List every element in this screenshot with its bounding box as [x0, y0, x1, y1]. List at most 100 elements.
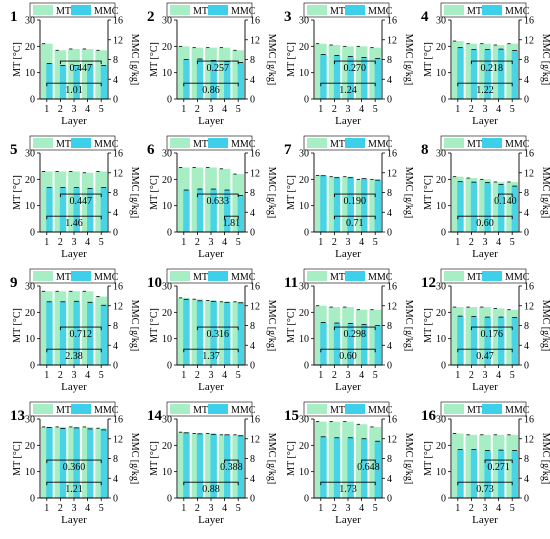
significance-bracket	[196, 193, 239, 198]
x-axis-title: Layer	[335, 514, 361, 526]
x-tick-label: 4	[359, 370, 364, 381]
bar-mmc	[210, 189, 217, 232]
right-axis-title: MMC [g/kg]	[129, 34, 140, 85]
significance-value: 0.60	[339, 351, 357, 362]
legend: MT MMC	[440, 135, 530, 151]
left-tick-label: 30	[436, 282, 446, 293]
x-tick-label: 1	[181, 237, 186, 248]
x-tick-label: 2	[195, 370, 200, 381]
right-axis-title: MMC [g/kg]	[540, 300, 550, 351]
x-tick-label: 4	[496, 370, 501, 381]
right-tick-label: 4	[524, 341, 529, 352]
bar-mmc	[361, 324, 368, 365]
panel-number: 10	[147, 275, 162, 291]
legend-label-mmc: MMC	[94, 272, 119, 283]
x-tick-label: 3	[72, 503, 77, 514]
left-axis-title: MT [°C]	[12, 308, 23, 343]
x-tick-label: 2	[332, 503, 337, 514]
bar-mmc	[484, 49, 491, 99]
legend-swatch-mt	[307, 138, 327, 148]
legend: MT MMC	[303, 268, 393, 284]
right-tick-label: 16	[524, 149, 534, 160]
x-tick-label: 5	[236, 104, 241, 115]
right-tick-label: 12	[387, 301, 397, 312]
left-axis-title: MT [°C]	[286, 441, 297, 476]
x-tick-label: 1	[44, 237, 49, 248]
bar-mmc	[237, 62, 245, 99]
x-tick-label: 5	[236, 237, 241, 248]
bar-mmc	[73, 427, 80, 498]
legend-swatch-mt	[170, 404, 190, 414]
x-tick-label: 5	[373, 370, 378, 381]
bar-mmc	[224, 302, 231, 365]
x-tick-label: 3	[346, 370, 351, 381]
significance-value: 0.271	[487, 462, 510, 473]
x-tick-label: 2	[195, 104, 200, 115]
right-tick-label: 16	[524, 16, 534, 27]
right-tick-label: 0	[387, 494, 392, 505]
x-tick-label: 1	[181, 104, 186, 115]
left-axis-title: MT [°C]	[286, 42, 297, 77]
bar-mmc	[196, 433, 204, 498]
x-tick-label: 1	[318, 370, 323, 381]
legend-label-mt: MT	[56, 139, 71, 150]
bar-mmc	[470, 316, 478, 365]
x-tick-label: 4	[359, 237, 364, 248]
right-tick-label: 16	[250, 282, 260, 293]
legend-label-mt: MT	[330, 272, 345, 283]
bar-mmc	[196, 300, 204, 365]
left-tick-label: 20	[436, 175, 446, 186]
right-tick-label: 12	[250, 168, 260, 179]
bar-mmc	[59, 187, 67, 232]
right-tick-label: 0	[113, 361, 118, 372]
bar-mmc	[210, 60, 217, 99]
legend: MT MMC	[166, 268, 256, 284]
bar-mmc	[73, 65, 80, 99]
left-tick-label: 0	[441, 494, 446, 505]
significance-bracket	[46, 82, 102, 87]
panel-number: 13	[10, 408, 25, 424]
bar-mmc	[87, 302, 94, 365]
right-tick-label: 8	[387, 55, 392, 66]
x-tick-label: 4	[222, 503, 227, 514]
right-tick-label: 0	[250, 95, 255, 106]
panel-number: 9	[10, 275, 18, 291]
legend-label-mmc: MMC	[505, 139, 530, 150]
significance-value: 0.60	[476, 218, 494, 229]
x-tick-label: 2	[58, 104, 63, 115]
significance-value: 0.190	[344, 196, 367, 207]
right-tick-label: 12	[524, 434, 534, 445]
x-tick-label: 5	[99, 237, 104, 248]
right-tick-label: 8	[250, 55, 255, 66]
significance-value: 1.81	[223, 218, 241, 229]
legend-label-mt: MT	[56, 405, 71, 416]
right-axis-title: MMC [g/kg]	[266, 34, 277, 85]
bar-mmc	[470, 49, 478, 99]
right-tick-label: 8	[524, 321, 529, 332]
x-tick-label: 5	[510, 503, 515, 514]
legend-label-mt: MT	[467, 272, 482, 283]
left-tick-label: 30	[436, 415, 446, 426]
bar-mmc	[196, 189, 204, 232]
left-tick-label: 0	[304, 494, 309, 505]
x-axis-title: Layer	[198, 381, 224, 393]
bar-mmc	[470, 449, 478, 498]
significance-value: 0.257	[207, 63, 230, 74]
right-tick-label: 4	[387, 474, 392, 485]
x-tick-label: 3	[346, 237, 351, 248]
legend: MT MMC	[303, 135, 393, 151]
right-tick-label: 16	[387, 415, 397, 426]
panel-number: 3	[284, 9, 292, 25]
significance-value: 0.360	[63, 462, 86, 473]
legend-swatch-mmc	[482, 404, 502, 414]
bar-mmc	[320, 54, 327, 99]
legend-swatch-mmc	[208, 271, 228, 281]
significance-value: 0.712	[70, 329, 93, 340]
right-tick-label: 16	[524, 282, 534, 293]
significance-value: 0.176	[481, 329, 504, 340]
bar-mmc	[374, 58, 382, 99]
right-tick-label: 4	[387, 341, 392, 352]
left-tick-label: 0	[30, 95, 35, 106]
